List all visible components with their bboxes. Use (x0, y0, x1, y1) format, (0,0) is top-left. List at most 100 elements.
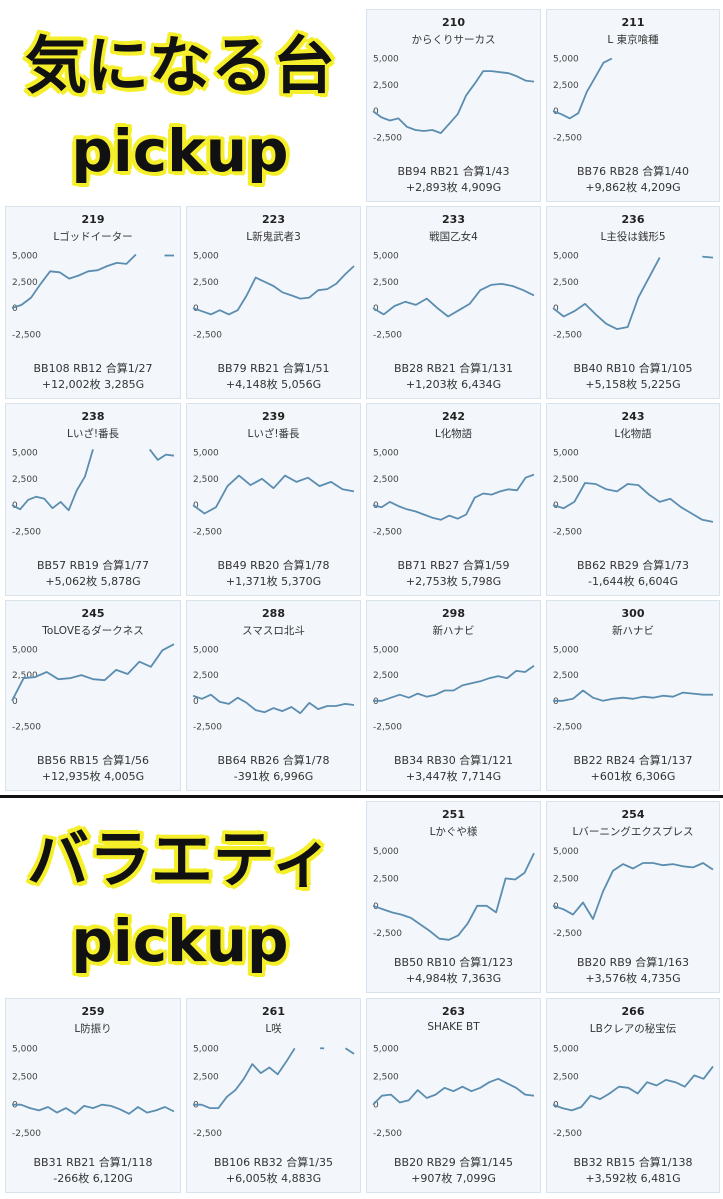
y-tick-label: 5,000 (373, 252, 399, 262)
chart-stats-result: +2,753枚 5,798G (405, 575, 502, 588)
chart-stats-bonus: BB50 RB10 合算1/123 (394, 956, 513, 969)
y-tick-label: 5,000 (373, 1044, 399, 1054)
y-tick-label: 5,000 (553, 449, 579, 459)
chart-title: SHAKE BT (427, 1021, 480, 1033)
chart-number: 211 (621, 16, 645, 29)
chart-stats-result: +5,062枚 5,878G (45, 575, 141, 588)
y-tick-label: 0 (193, 501, 199, 511)
chart-stats-bonus: BB108 RB12 合算1/27 (33, 362, 153, 375)
chart-stats-bonus: BB28 RB21 合算1/131 (394, 362, 513, 375)
y-tick-label: -2,500 (373, 929, 402, 939)
y-tick-label: 0 (193, 1101, 199, 1111)
chart-stats-bonus: BB106 RB32 合算1/35 (214, 1156, 333, 1169)
y-tick-label: 5,000 (193, 252, 219, 262)
chart-stats-bonus: BB57 RB19 合算1/77 (37, 559, 149, 572)
chart-title: 新ハナビ (612, 625, 654, 637)
chart-title: Lバーニングエクスプレス (572, 826, 694, 838)
chart-title: L化物語 (614, 428, 652, 440)
y-tick-label: 5,000 (373, 645, 399, 655)
chart-number: 298 (442, 607, 465, 620)
section-heading-line1: 気になる台 (24, 29, 335, 102)
y-tick-label: 5,000 (12, 1044, 38, 1054)
y-tick-label: -2,500 (373, 723, 402, 733)
chart-stats-result: +12,002枚 3,285G (41, 378, 145, 391)
chart-number: 300 (621, 607, 645, 620)
chart-stats-result: -1,644枚 6,604G (588, 575, 678, 588)
y-tick-label: 2,500 (193, 278, 219, 288)
y-tick-label: 2,500 (553, 874, 579, 884)
y-tick-label: 5,000 (193, 1044, 219, 1054)
chart-stats-result: +3,576枚 4,735G (585, 972, 681, 985)
chart-stats-result: +907枚 7,099G (411, 1172, 496, 1185)
y-tick-label: 2,500 (373, 475, 399, 485)
chart-number: 266 (621, 1005, 645, 1018)
chart-number: 239 (262, 410, 285, 423)
y-tick-label: -2,500 (373, 330, 402, 340)
chart-number: 288 (262, 607, 285, 620)
chart-stats-bonus: BB49 RB20 合算1/78 (217, 559, 330, 572)
y-tick-label: 5,000 (193, 645, 219, 655)
chart-title: L化物語 (434, 428, 473, 440)
y-tick-label: 0 (193, 697, 199, 707)
chart-card: 298 新ハナビ 5,000 2,500 0 -2,500 BB34 RB30 合算1/12… (366, 600, 541, 791)
chart-card: 239 Lいざ!番長 5,000 2,500 0 -2,500 BB49 RB20 合算1/… (186, 403, 361, 596)
chart-stats-bonus: BB94 RB21 合算1/43 (397, 165, 510, 178)
y-tick-label: 0 (12, 1101, 18, 1111)
y-tick-label: 0 (373, 1101, 379, 1111)
chart-stats-bonus: BB56 RB15 合算1/56 (37, 754, 149, 767)
series-line (372, 852, 535, 941)
y-tick-label: -2,500 (373, 1129, 402, 1139)
y-tick-label: 0 (553, 304, 559, 314)
section-heading-line2: pickup (71, 117, 289, 185)
chart-stats-result: -391枚 6,996G (233, 770, 314, 783)
y-tick-label: -2,500 (12, 527, 41, 537)
y-tick-label: 5,000 (553, 645, 579, 655)
y-tick-label: 2,500 (12, 475, 38, 485)
chart-card: 210 からくりサーカス 5,000 2,500 0 -2,500 BB94 RB21 合算… (366, 9, 541, 202)
chart-card: 266 LBクレアの秘宝伝 5,000 2,500 0 -2,500 BB32 RB15 合… (546, 998, 720, 1193)
y-tick-label: 5,000 (553, 847, 579, 857)
y-tick-label: -2,500 (12, 1129, 41, 1139)
y-tick-label: 5,000 (553, 1044, 579, 1054)
series-line (552, 257, 661, 330)
series-line (11, 643, 175, 702)
y-tick-label: 0 (12, 304, 18, 314)
y-tick-label: -2,500 (553, 330, 582, 340)
chart-stats-result: +12,935枚 4,005G (41, 770, 145, 783)
chart-stats-bonus: BB64 RB26 合算1/78 (217, 754, 330, 767)
chart-title: 戦国乙女4 (429, 231, 478, 243)
y-tick-label: 2,500 (373, 1073, 399, 1083)
section-heading-line2: pickup (71, 907, 289, 975)
chart-stats-result: +2,893枚 4,909G (405, 181, 502, 194)
chart-stats-result: -266枚 6,120G (53, 1172, 133, 1185)
series-line (552, 1065, 714, 1112)
chart-stats-bonus: BB79 RB21 合算1/51 (217, 362, 330, 375)
chart-card: 259 L防振り 5,000 2,500 0 -2,500 BB31 RB21 合算1/11… (5, 998, 181, 1193)
chart-card: 233 戦国乙女4 5,000 2,500 0 -2,500 BB28 RB21 合算1/1… (366, 206, 541, 399)
chart-card: 254 Lバーニングエクスプレス 5,000 2,500 0 -2,500 BB20 RB9… (546, 801, 720, 993)
section-divider (0, 795, 723, 798)
y-tick-label: 5,000 (12, 449, 38, 459)
chart-title: スマスロ北斗 (242, 625, 305, 637)
y-tick-label: 2,500 (12, 671, 38, 681)
chart-card: 245 ToLOVEるダークネス 5,000 2,500 0 -2,500 BB56 RB1… (5, 600, 181, 791)
chart-number: 219 (81, 213, 105, 226)
y-tick-label: 2,500 (373, 278, 399, 288)
chart-card: 261 L咲 5,000 2,500 0 -2,500 BB106 RB32 合算1/35 +… (186, 998, 361, 1193)
series-line (345, 1047, 355, 1055)
series-line (192, 474, 355, 515)
series-line (552, 482, 714, 523)
chart-stats-result: +4,148枚 5,056G (225, 378, 322, 391)
series-line (373, 665, 535, 702)
chart-title: Lゴッドイーター (53, 231, 133, 243)
section-heading-line1: バラエティ (26, 823, 334, 896)
chart-title: L主役は銭形5 (600, 231, 666, 243)
chart-title: L防振り (74, 1023, 112, 1035)
series-line (702, 255, 714, 259)
